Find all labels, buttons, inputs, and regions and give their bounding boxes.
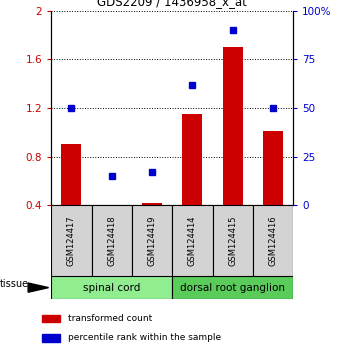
Text: GSM124417: GSM124417 [67,215,76,266]
FancyBboxPatch shape [172,205,212,276]
Text: percentile rank within the sample: percentile rank within the sample [68,333,221,342]
Title: GDS2209 / 1436958_x_at: GDS2209 / 1436958_x_at [97,0,247,8]
Bar [223,47,243,205]
Text: GSM124415: GSM124415 [228,216,237,266]
FancyBboxPatch shape [253,205,293,276]
Bar [182,114,203,205]
Bar [61,144,81,205]
Text: GSM124418: GSM124418 [107,215,116,266]
Text: spinal cord: spinal cord [83,282,140,293]
FancyBboxPatch shape [212,205,253,276]
Text: GSM124416: GSM124416 [269,215,278,266]
Text: GSM124414: GSM124414 [188,216,197,266]
Bar [42,315,60,322]
Bar [263,131,283,205]
FancyBboxPatch shape [91,205,132,276]
Text: tissue: tissue [0,279,29,289]
Bar [142,203,162,205]
Bar [42,334,60,342]
FancyBboxPatch shape [132,205,172,276]
Text: GSM124419: GSM124419 [148,216,157,266]
Polygon shape [28,283,48,292]
Text: transformed count: transformed count [68,314,152,323]
FancyBboxPatch shape [172,276,293,299]
FancyBboxPatch shape [51,205,91,276]
Text: dorsal root ganglion: dorsal root ganglion [180,282,285,293]
FancyBboxPatch shape [51,276,172,299]
